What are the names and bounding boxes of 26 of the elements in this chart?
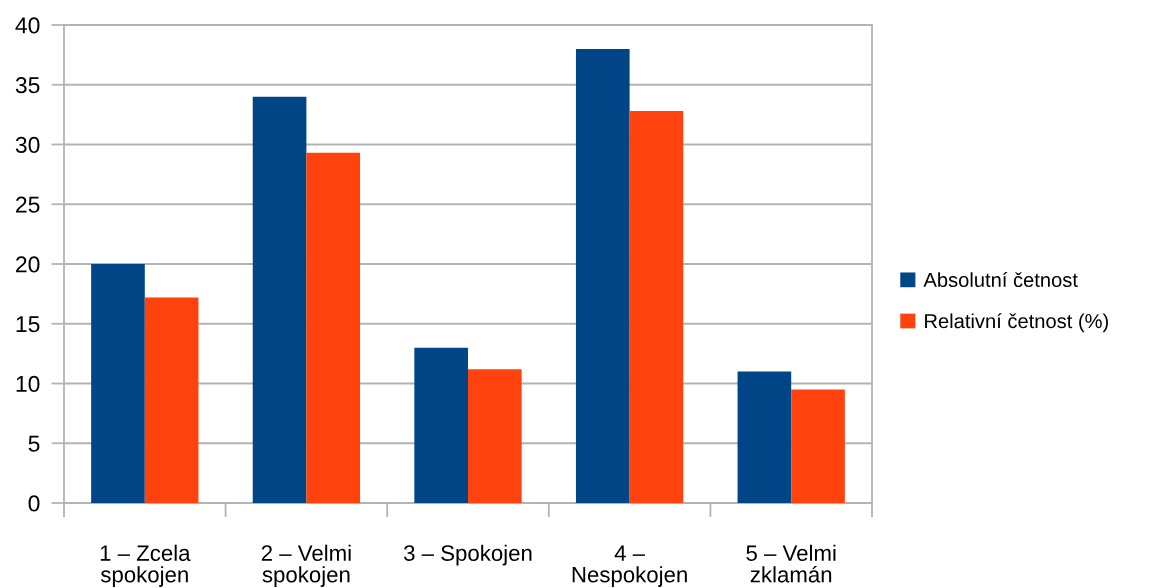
bar — [737, 371, 792, 503]
bar — [252, 96, 307, 503]
bar — [91, 264, 145, 503]
legend-label: Relativní četnost (%) — [925, 313, 1108, 333]
y-tick-label: 15 — [16, 316, 40, 333]
y-tick-label: 20 — [16, 256, 40, 273]
x-tick-label: 1 – Zcela spokojen — [100, 544, 191, 587]
y-tick-label: 40 — [15, 17, 40, 34]
x-tick-label: 4 – Nespokojen — [572, 545, 687, 587]
bar — [468, 369, 522, 503]
bar — [414, 347, 468, 503]
x-tick-label: 2 – Velmi spokojen — [261, 544, 351, 587]
bar — [144, 297, 199, 503]
x-tick-label: 3 – Spokojen — [403, 544, 532, 566]
y-tick-label: 10 — [16, 375, 40, 393]
x-tick-label: 5 – Velmi zklamán — [746, 544, 836, 583]
bar — [629, 111, 684, 503]
y-tick-label: 35 — [15, 77, 40, 94]
bar — [575, 48, 630, 503]
y-tick-label: 5 — [28, 435, 40, 452]
y-tick-label: 0 — [28, 495, 40, 512]
y-tick-label: 25 — [16, 196, 40, 213]
y-tick-label: 30 — [15, 136, 40, 154]
bar — [791, 389, 845, 503]
bar — [306, 152, 361, 503]
legend-label: Absolutní četnost — [923, 272, 1078, 288]
